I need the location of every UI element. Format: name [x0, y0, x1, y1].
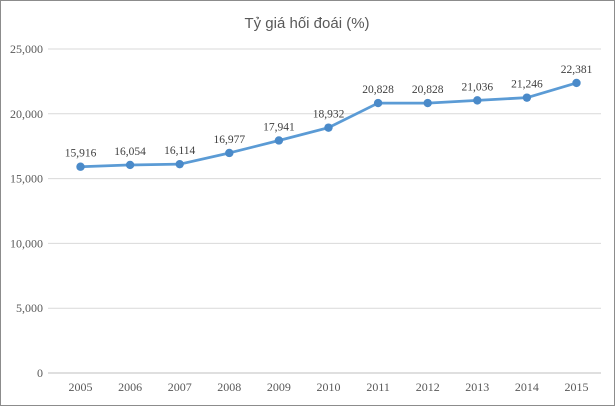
data-label: 22,381 — [561, 64, 593, 76]
y-tick-label: 0 — [37, 366, 43, 380]
data-label: 20,828 — [362, 84, 394, 96]
data-point-marker — [175, 159, 184, 169]
data-label: 15,916 — [65, 148, 97, 160]
data-label: 16,114 — [164, 145, 195, 157]
data-label: 21,246 — [511, 79, 543, 91]
data-point-marker — [125, 160, 135, 170]
x-tick-label: 2007 — [168, 380, 192, 394]
data-point-marker — [473, 96, 482, 105]
x-tick-label: 2014 — [515, 380, 539, 394]
data-label: 17,941 — [263, 121, 295, 133]
chart-title: Tỷ giá hối đoái (%) — [244, 15, 369, 32]
labels: 0 5,000 10,000 15,000 20,000 25,000 2005 2006 20… — [10, 42, 593, 394]
x-tick-label: 2015 — [565, 380, 589, 394]
x-tick-label: 2005 — [69, 380, 93, 394]
data-point-marker — [76, 162, 85, 171]
line-series — [76, 78, 581, 171]
data-label: 21,036 — [461, 81, 493, 93]
data-point-marker — [373, 98, 383, 108]
data-point-marker — [274, 136, 284, 145]
x-tick-label: 2009 — [267, 380, 291, 394]
x-tick-label: 2006 — [118, 380, 142, 394]
y-tick-label: 15,000 — [10, 172, 43, 186]
data-point-marker — [522, 93, 532, 102]
data-label: 16,977 — [213, 134, 245, 146]
data-point-marker — [572, 78, 581, 88]
data-label: 18,932 — [313, 109, 345, 121]
data-point-marker — [225, 148, 234, 158]
data-point-marker — [423, 98, 432, 108]
y-tick-label: 5,000 — [16, 301, 43, 315]
data-label: 20,828 — [412, 84, 444, 96]
y-tick-label: 20,000 — [10, 107, 43, 121]
gridlines — [48, 48, 601, 374]
x-tick-label: 2012 — [416, 380, 440, 394]
y-tick-label: 10,000 — [10, 236, 43, 250]
y-tick-label: 25,000 — [10, 42, 43, 56]
x-tick-label: 2008 — [217, 380, 241, 394]
data-label: 16,054 — [114, 146, 146, 158]
data-point-marker — [324, 123, 333, 132]
x-tick-label: 2011 — [366, 380, 390, 394]
x-tick-label: 2010 — [317, 380, 341, 394]
x-tick-label: 2013 — [465, 380, 489, 394]
